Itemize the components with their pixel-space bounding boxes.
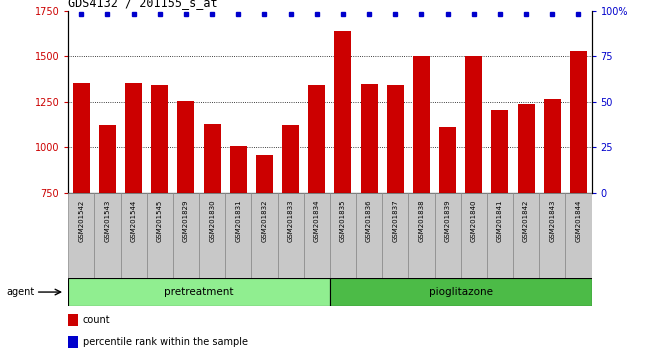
Bar: [282, 125, 299, 193]
Bar: [308, 85, 325, 193]
Text: GSM201843: GSM201843: [549, 200, 555, 242]
Text: GSM201833: GSM201833: [288, 200, 294, 242]
Bar: [356, 193, 382, 278]
Text: GSM201831: GSM201831: [235, 200, 241, 242]
Text: GSM201839: GSM201839: [445, 200, 450, 242]
Bar: [439, 127, 456, 193]
Bar: [256, 155, 273, 193]
Bar: [304, 193, 330, 278]
Bar: [73, 82, 90, 193]
Bar: [566, 193, 592, 278]
Text: GSM201838: GSM201838: [419, 200, 424, 242]
Bar: [330, 193, 356, 278]
Bar: [544, 99, 561, 193]
Bar: [151, 85, 168, 193]
Bar: [203, 124, 220, 193]
Bar: [382, 193, 408, 278]
Bar: [68, 193, 94, 278]
Text: GSM201830: GSM201830: [209, 200, 215, 242]
Text: GSM201834: GSM201834: [314, 200, 320, 242]
Bar: [413, 56, 430, 193]
Bar: [465, 56, 482, 193]
Text: GSM201836: GSM201836: [366, 200, 372, 242]
Text: percentile rank within the sample: percentile rank within the sample: [83, 337, 248, 347]
Text: GDS4132 / 201155_s_at: GDS4132 / 201155_s_at: [68, 0, 218, 10]
Text: GSM201844: GSM201844: [575, 200, 581, 242]
Bar: [252, 193, 278, 278]
Bar: [199, 193, 225, 278]
Bar: [226, 193, 252, 278]
Text: GSM201545: GSM201545: [157, 200, 162, 242]
Text: GSM201542: GSM201542: [79, 200, 84, 242]
Bar: [487, 193, 513, 278]
Text: pioglitazone: pioglitazone: [429, 287, 493, 297]
Bar: [387, 85, 404, 193]
Bar: [68, 336, 77, 348]
Bar: [121, 193, 147, 278]
Bar: [94, 193, 120, 278]
Bar: [539, 193, 566, 278]
Bar: [517, 104, 534, 193]
Bar: [173, 193, 199, 278]
Bar: [330, 278, 592, 306]
Bar: [570, 51, 587, 193]
Text: GSM201835: GSM201835: [340, 200, 346, 242]
Text: pretreatment: pretreatment: [164, 287, 234, 297]
Bar: [335, 31, 352, 193]
Bar: [147, 193, 173, 278]
Bar: [491, 110, 508, 193]
Bar: [461, 193, 487, 278]
Bar: [513, 193, 540, 278]
Bar: [99, 125, 116, 193]
Text: GSM201840: GSM201840: [471, 200, 476, 242]
Text: GSM201829: GSM201829: [183, 200, 189, 242]
Text: count: count: [83, 315, 111, 325]
Bar: [68, 314, 77, 326]
Text: GSM201832: GSM201832: [261, 200, 267, 242]
Text: GSM201842: GSM201842: [523, 200, 529, 242]
Bar: [230, 147, 247, 193]
Bar: [435, 193, 461, 278]
Text: GSM201544: GSM201544: [131, 200, 136, 242]
Text: GSM201837: GSM201837: [393, 200, 398, 242]
Text: GSM201543: GSM201543: [105, 200, 111, 242]
Bar: [177, 101, 194, 193]
Bar: [408, 193, 435, 278]
Bar: [361, 84, 378, 193]
Bar: [125, 82, 142, 193]
Text: agent: agent: [6, 287, 34, 297]
Text: GSM201841: GSM201841: [497, 200, 503, 242]
Bar: [68, 278, 330, 306]
Bar: [278, 193, 304, 278]
